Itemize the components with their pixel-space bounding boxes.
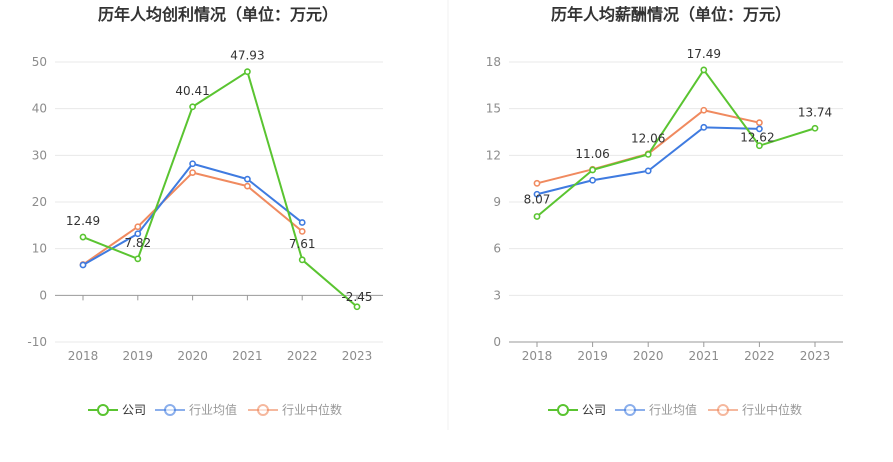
legend-label: 公司 (122, 403, 146, 417)
point-industry_avg[interactable] (298, 219, 306, 226)
x-tick-label: 2021 (689, 349, 720, 363)
data-label: 8.07 (524, 192, 551, 206)
y-tick-label: 0 (493, 335, 501, 349)
point-company[interactable] (298, 256, 306, 264)
legend-marker-icon (164, 404, 176, 416)
legend-item-industry_median[interactable]: 行业中位数 (248, 402, 342, 417)
legend-label: 行业均值 (649, 402, 697, 417)
chart-title: 历年人均创利情况（单位：万元） (98, 5, 338, 24)
legend-marker-icon (557, 404, 569, 416)
y-tick-label: 10 (32, 242, 47, 256)
data-label: 11.06 (575, 147, 609, 161)
point-company[interactable] (189, 103, 196, 111)
y-tick-label: -10 (27, 335, 47, 349)
y-tick-label: 3 (493, 288, 501, 302)
point-company[interactable] (243, 68, 251, 76)
x-tick-label: 2020 (633, 349, 664, 363)
series-line-company[interactable] (536, 68, 816, 218)
point-industry_avg[interactable] (756, 125, 763, 133)
y-tick-label: 0 (39, 288, 47, 302)
point-industry_avg[interactable] (533, 190, 541, 198)
x-tick-label: 2019 (123, 349, 154, 363)
data-label: 13.74 (798, 105, 832, 119)
data-label: 12.06 (631, 131, 665, 145)
data-label: -2.45 (341, 290, 372, 304)
point-industry_median[interactable] (756, 119, 763, 127)
point-industry_avg[interactable] (134, 230, 142, 238)
point-company[interactable] (79, 233, 87, 241)
chart-panel-1: 历年人均创利情况（单位：万元） 50 40 30 20 10 0 -10 2018 2019 202… (27, 5, 383, 417)
x-tick-label: 2020 (177, 349, 208, 363)
x-tick-label: 2022 (744, 349, 775, 363)
y-tick-label: 50 (32, 55, 47, 69)
point-company[interactable] (700, 66, 708, 74)
legend-label: 行业中位数 (282, 402, 342, 417)
point-industry_avg[interactable] (700, 123, 708, 131)
y-tick-label: 30 (32, 148, 47, 162)
data-label: 7.61 (289, 237, 316, 251)
x-tick-label: 2019 (577, 349, 608, 363)
x-tick-label: 2022 (287, 349, 318, 363)
point-industry_median[interactable] (298, 227, 306, 235)
legend-label: 行业中位数 (742, 402, 802, 417)
legend-item-company[interactable]: 公司 (548, 403, 606, 417)
x-tick-label: 2021 (232, 349, 263, 363)
data-label: 40.41 (175, 84, 209, 98)
data-label: 12.49 (66, 214, 100, 228)
y-tick-label: 40 (32, 102, 47, 116)
point-industry_avg[interactable] (589, 176, 596, 184)
legend-label: 公司 (582, 403, 606, 417)
chart-title: 历年人均薪酬情况（单位：万元） (551, 5, 791, 24)
point-company[interactable] (533, 213, 541, 220)
point-company[interactable] (353, 303, 361, 311)
point-industry_avg[interactable] (79, 261, 87, 269)
data-label: 47.93 (230, 49, 264, 63)
x-tick-label: 2018 (68, 349, 99, 363)
point-industry_median[interactable] (134, 223, 142, 231)
chart-panel-2: 历年人均薪酬情况（单位：万元） 18 15 12 9 6 3 0 2018 2019 2020 202… (486, 5, 843, 417)
y-tick-label: 15 (486, 102, 501, 116)
point-industry_avg[interactable] (189, 160, 196, 168)
legend-item-industry_avg[interactable]: 行业均值 (155, 402, 237, 417)
point-industry_avg[interactable] (644, 167, 652, 175)
point-industry_median[interactable] (189, 169, 196, 176)
x-tick-label: 2018 (522, 349, 553, 363)
point-industry_median[interactable] (700, 106, 708, 114)
y-tick-label: 6 (493, 242, 501, 256)
point-company[interactable] (589, 166, 596, 174)
y-tick-label: 9 (493, 195, 501, 209)
data-label: 17.49 (687, 47, 721, 61)
x-tick-label: 2023 (342, 349, 373, 363)
point-industry_median[interactable] (243, 182, 251, 190)
legend-item-company[interactable]: 公司 (88, 403, 146, 417)
point-company[interactable] (134, 255, 142, 263)
point-company[interactable] (756, 142, 763, 150)
y-tick-label: 18 (486, 55, 501, 69)
legend-item-industry_median[interactable]: 行业中位数 (708, 402, 802, 417)
point-company[interactable] (644, 150, 652, 158)
series-line-company[interactable] (82, 70, 358, 308)
legend-marker-icon (97, 404, 109, 416)
legend-marker-icon (717, 404, 729, 416)
y-tick-label: 12 (486, 148, 501, 162)
legend-item-industry_avg[interactable]: 行业均值 (615, 402, 697, 417)
data-label: 7.82 (124, 236, 151, 250)
legend-marker-icon (624, 404, 636, 416)
legend-label: 行业均值 (189, 402, 237, 417)
point-industry_median[interactable] (533, 179, 541, 187)
point-industry_avg[interactable] (243, 175, 251, 183)
y-tick-label: 20 (32, 195, 47, 209)
x-tick-label: 2023 (800, 349, 831, 363)
point-company[interactable] (811, 124, 819, 132)
data-label: 12.62 (740, 131, 774, 145)
legend-marker-icon (257, 404, 269, 416)
